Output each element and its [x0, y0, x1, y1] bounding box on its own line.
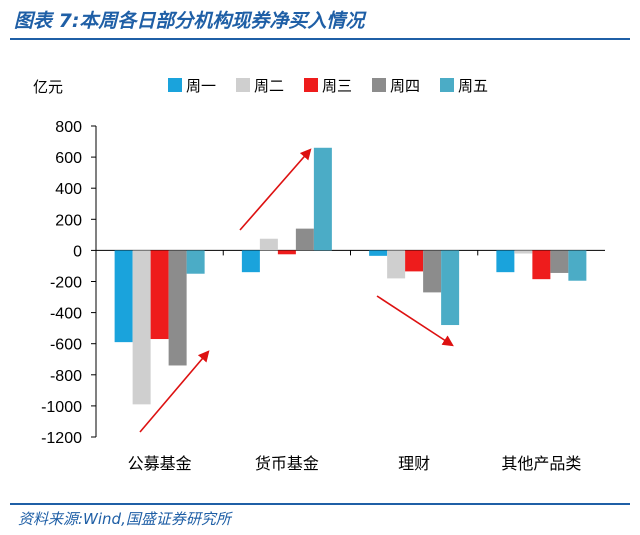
y-tick-label: -1200 — [41, 430, 82, 447]
legend-swatch — [236, 78, 250, 92]
bars — [114, 147, 587, 405]
y-axis-label: 亿元 — [33, 78, 63, 96]
legend-swatch — [168, 78, 182, 92]
trend-arrow — [139, 350, 210, 433]
bar — [114, 250, 133, 343]
bar — [150, 250, 169, 340]
category-label: 公募基金 — [128, 454, 192, 473]
bar — [313, 147, 332, 251]
trend-arrow — [376, 295, 454, 347]
bar-chart: 亿元 周一 周二 周三 周四 周五 800 600 400 200 0 -200 -400 -600 -… — [33, 77, 605, 473]
annotation-arrows — [139, 148, 454, 433]
bar — [514, 250, 533, 254]
bar — [295, 228, 314, 251]
y-tick-label: -400 — [50, 306, 82, 323]
legend-label: 周四 — [390, 77, 420, 95]
trend-arrow — [239, 148, 312, 231]
bar — [241, 250, 260, 273]
bar — [132, 250, 151, 405]
bar — [277, 250, 296, 255]
bar — [405, 250, 424, 272]
y-tick-label: 800 — [55, 119, 82, 136]
bar — [568, 250, 587, 281]
bar — [369, 250, 388, 256]
figure-title: 图表 7:本周各日部分机构现券净买入情况 — [14, 10, 365, 32]
y-tick-label: 200 — [55, 212, 82, 229]
legend-label: 周二 — [254, 77, 284, 95]
y-tick-label: 400 — [55, 181, 82, 198]
title-rule — [10, 38, 630, 40]
y-tick-label: -200 — [50, 275, 82, 292]
bar — [387, 250, 406, 279]
category-label: 理财 — [398, 454, 430, 473]
legend: 周一 周二 周三 周四 周五 — [168, 77, 488, 95]
legend-swatch — [372, 78, 386, 92]
legend-label: 周五 — [458, 77, 488, 95]
y-tick-label: -1000 — [41, 399, 82, 416]
legend-label: 周一 — [186, 77, 216, 95]
axes: 800 600 400 200 0 -200 -400 -600 -800 -1000 -1200 公… — [41, 119, 605, 473]
bar — [186, 250, 205, 274]
bar — [550, 250, 569, 273]
bar — [259, 238, 278, 251]
bar — [532, 250, 551, 280]
bar — [423, 250, 442, 293]
category-label: 其他产品类 — [501, 454, 581, 473]
legend-swatch — [440, 78, 454, 92]
legend-swatch — [304, 78, 318, 92]
source-note: 资料来源:Wind,国盛证券研究所 — [18, 510, 231, 528]
category-label: 货币基金 — [255, 454, 319, 473]
y-tick-label: -600 — [50, 337, 82, 354]
bar — [441, 250, 460, 326]
y-tick-label: 0 — [73, 243, 82, 260]
bar — [168, 250, 187, 366]
legend-label: 周三 — [322, 77, 352, 95]
bar — [496, 250, 515, 273]
y-tick-label: 600 — [55, 150, 82, 167]
y-tick-label: -800 — [50, 368, 82, 385]
source-rule — [10, 503, 630, 505]
